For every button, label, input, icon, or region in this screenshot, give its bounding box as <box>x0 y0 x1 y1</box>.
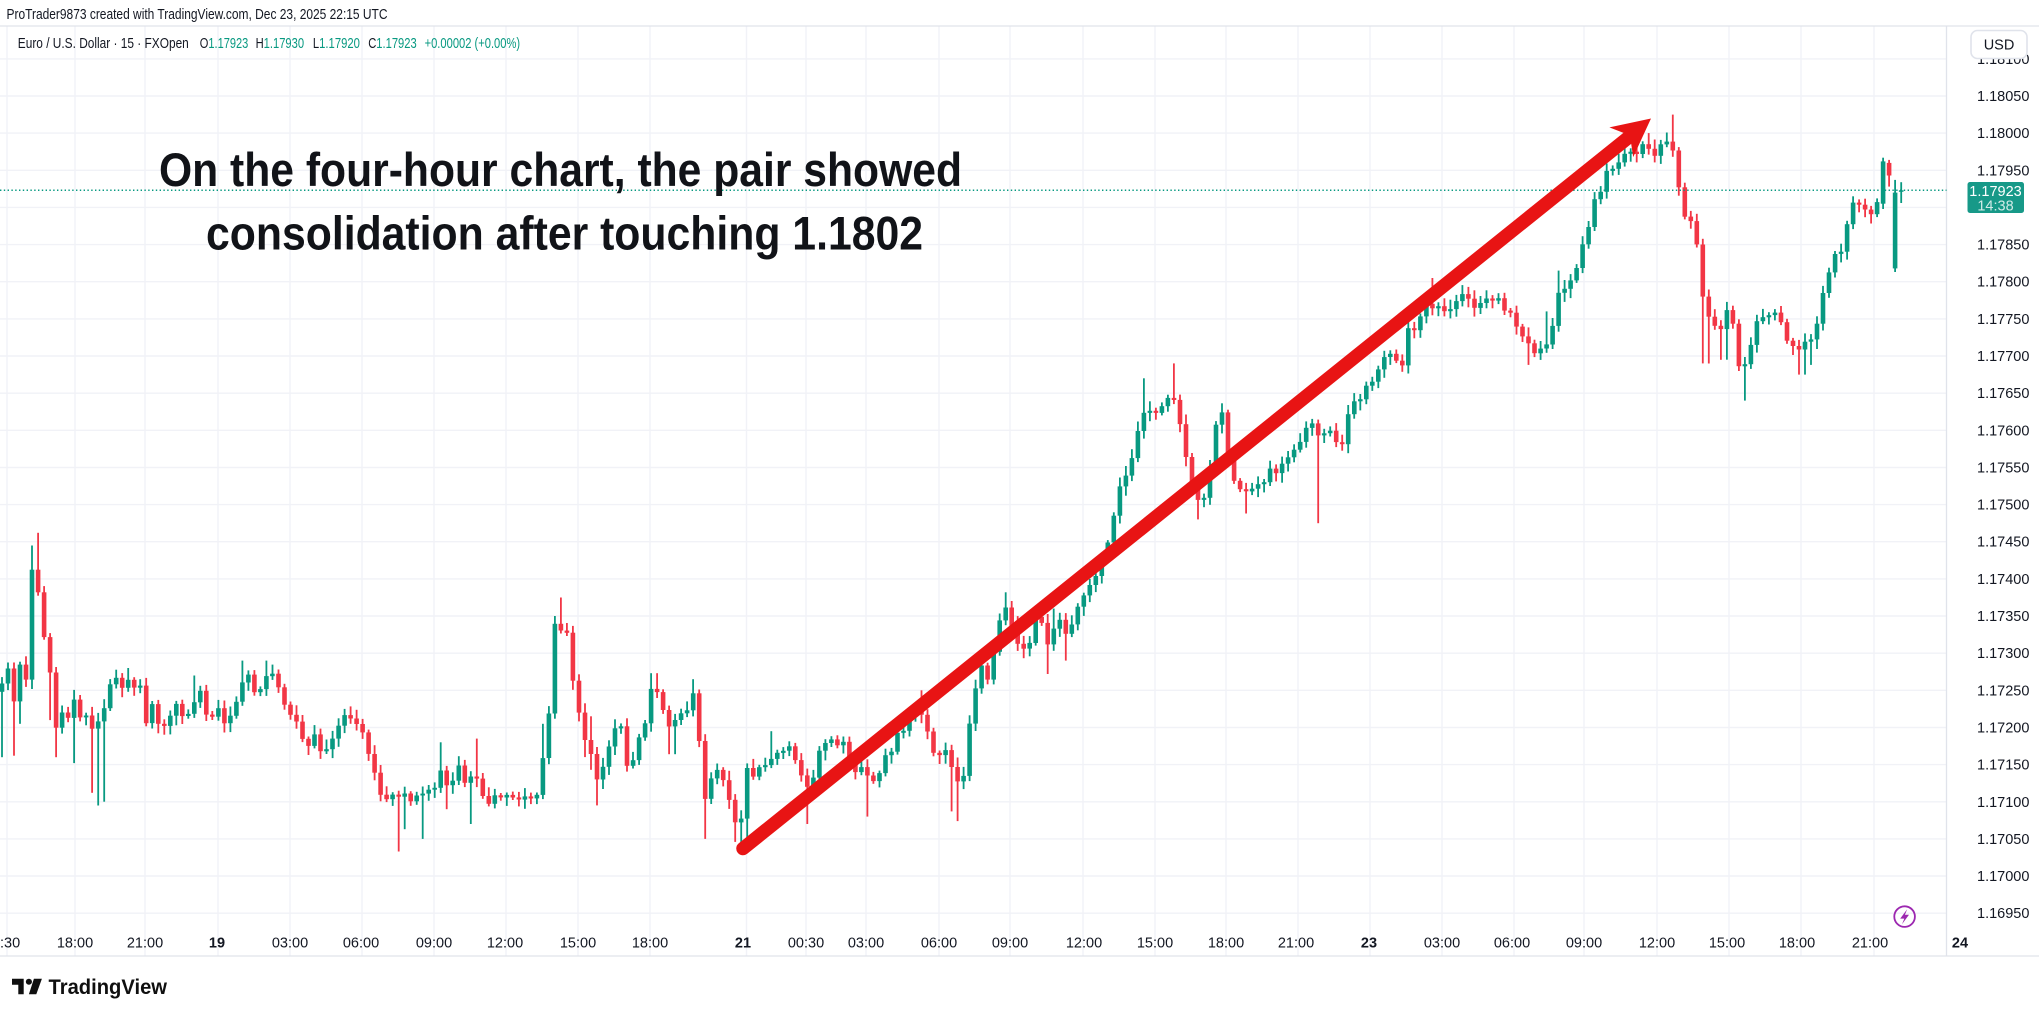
svg-text:06:00: 06:00 <box>1494 936 1530 952</box>
svg-text:24: 24 <box>1952 936 1968 952</box>
svg-text:09:00: 09:00 <box>992 936 1028 952</box>
svg-text:19: 19 <box>209 936 225 952</box>
svg-text:1.17250: 1.17250 <box>1977 683 2029 699</box>
svg-text:18:00: 18:00 <box>1779 936 1815 952</box>
svg-text:1.17200: 1.17200 <box>1977 721 2029 737</box>
svg-text:12:00: 12:00 <box>1066 936 1102 952</box>
svg-text:C1.17923: C1.17923 <box>368 35 417 52</box>
svg-text:23: 23 <box>1361 936 1377 952</box>
svg-text:1.18000: 1.18000 <box>1977 126 2029 142</box>
svg-text:1.17800: 1.17800 <box>1977 275 2029 291</box>
svg-text:18:00: 18:00 <box>57 936 93 952</box>
svg-text:03:00: 03:00 <box>272 936 308 952</box>
svg-text:12:00: 12:00 <box>487 936 523 952</box>
svg-text:1.17650: 1.17650 <box>1977 386 2029 402</box>
svg-text:O1.17923: O1.17923 <box>200 35 249 52</box>
svg-text:06:00: 06:00 <box>921 936 957 952</box>
svg-text:1.17500: 1.17500 <box>1977 498 2029 514</box>
svg-text:21:00: 21:00 <box>1278 936 1314 952</box>
svg-text:09:00: 09:00 <box>416 936 452 952</box>
svg-text:Euro / U.S. Dollar · 15 · FXOp: Euro / U.S. Dollar · 15 · FXOpen <box>18 35 189 52</box>
svg-text:06:00: 06:00 <box>343 936 379 952</box>
svg-text:00:30: 00:30 <box>788 936 824 952</box>
svg-text:21:00: 21:00 <box>127 936 163 952</box>
svg-text:1.17050: 1.17050 <box>1977 832 2029 848</box>
svg-text:14:38: 14:38 <box>1977 199 2013 215</box>
svg-text:1.17000: 1.17000 <box>1977 869 2029 885</box>
svg-text:1.17400: 1.17400 <box>1977 572 2029 588</box>
svg-text:1.17850: 1.17850 <box>1977 238 2029 254</box>
svg-text:H1.17930: H1.17930 <box>256 35 305 52</box>
svg-text:1.17923: 1.17923 <box>1969 184 2021 200</box>
svg-text:15:00: 15:00 <box>560 936 596 952</box>
svg-text:16:30: 16:30 <box>0 936 20 952</box>
svg-text:1.16950: 1.16950 <box>1977 906 2029 922</box>
svg-text:1.17550: 1.17550 <box>1977 461 2029 477</box>
svg-text:consolidation after touching 1: consolidation after touching 1.1802 <box>206 207 923 260</box>
svg-text:L1.17920: L1.17920 <box>313 35 360 52</box>
svg-text:15:00: 15:00 <box>1709 936 1745 952</box>
svg-text:1.18050: 1.18050 <box>1977 89 2029 105</box>
svg-text:18:00: 18:00 <box>632 936 668 952</box>
svg-text:15:00: 15:00 <box>1137 936 1173 952</box>
svg-text:18:00: 18:00 <box>1208 936 1244 952</box>
svg-text:On the four-hour chart, the pa: On the four-hour chart, the pair showed <box>159 143 962 196</box>
svg-text:1.17950: 1.17950 <box>1977 163 2029 179</box>
svg-text:12:00: 12:00 <box>1639 936 1675 952</box>
svg-text:1.17450: 1.17450 <box>1977 535 2029 551</box>
svg-text:1.17600: 1.17600 <box>1977 423 2029 439</box>
svg-text:03:00: 03:00 <box>1424 936 1460 952</box>
svg-text:21:00: 21:00 <box>1852 936 1888 952</box>
svg-text:TradingView: TradingView <box>49 975 168 999</box>
svg-text:21: 21 <box>735 936 751 952</box>
svg-text:1.17300: 1.17300 <box>1977 646 2029 662</box>
svg-text:USD: USD <box>1984 38 2015 54</box>
svg-text:1.17150: 1.17150 <box>1977 758 2029 774</box>
svg-text:03:00: 03:00 <box>848 936 884 952</box>
svg-text:ProTrader9873 created with Tra: ProTrader9873 created with TradingView.c… <box>7 7 388 23</box>
svg-text:09:00: 09:00 <box>1566 936 1602 952</box>
svg-text:1.17100: 1.17100 <box>1977 795 2029 811</box>
svg-text:1.17350: 1.17350 <box>1977 609 2029 625</box>
svg-text:1.17750: 1.17750 <box>1977 312 2029 328</box>
svg-text:+0.00002 (+0.00%): +0.00002 (+0.00%) <box>425 35 520 52</box>
svg-text:1.17700: 1.17700 <box>1977 349 2029 365</box>
